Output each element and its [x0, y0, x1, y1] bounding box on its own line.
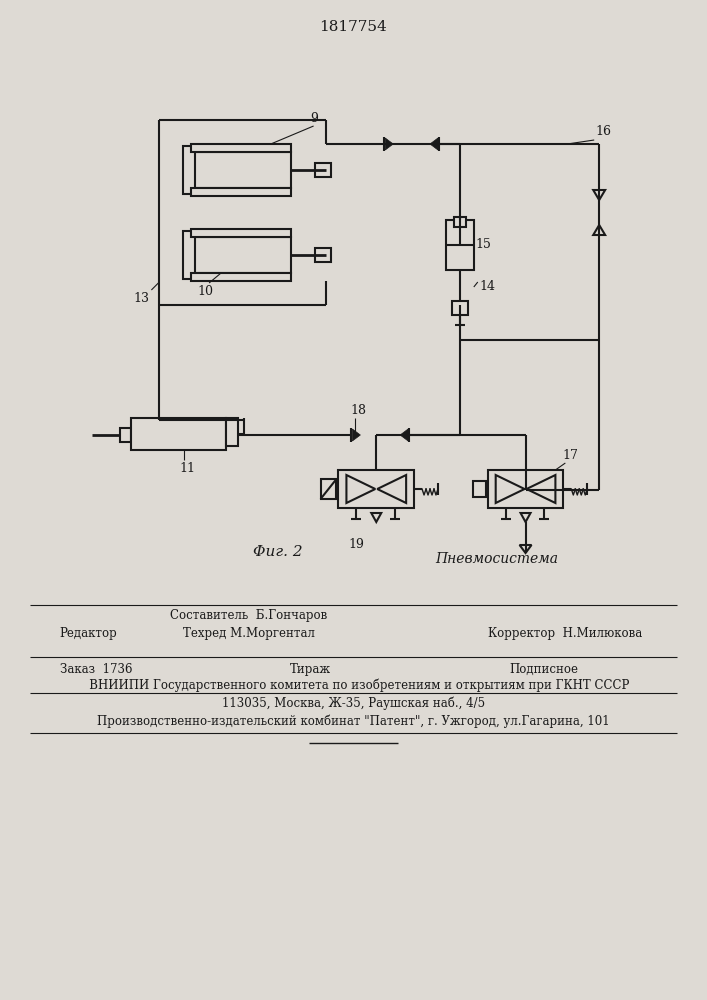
- Text: 11: 11: [180, 462, 195, 475]
- Text: 13: 13: [134, 292, 149, 305]
- Bar: [339, 470, 414, 508]
- Text: Корректор  Н.Милюкова: Корректор Н.Милюкова: [488, 627, 642, 640]
- Text: Заказ  1736: Заказ 1736: [60, 663, 132, 676]
- Text: 19: 19: [349, 538, 364, 551]
- Bar: [226, 418, 238, 446]
- Text: 9: 9: [310, 112, 318, 125]
- Bar: [191, 273, 291, 281]
- Text: Подписное: Подписное: [510, 663, 578, 676]
- Polygon shape: [593, 225, 605, 235]
- Bar: [193, 237, 291, 273]
- Text: ВНИИПИ Государственного комитета по изобретениям и открытиям при ГКНТ СССР: ВНИИПИ Государственного комитета по изоб…: [78, 679, 629, 692]
- Polygon shape: [378, 475, 406, 503]
- Text: Пневмосистема: Пневмосистема: [435, 552, 558, 566]
- Text: 15: 15: [476, 238, 491, 251]
- Text: 113035, Москва, Ж-35, Раушская наб., 4/5: 113035, Москва, Ж-35, Раушская наб., 4/5: [222, 696, 485, 710]
- Bar: [191, 188, 291, 196]
- Text: 1817754: 1817754: [320, 20, 387, 34]
- Bar: [191, 229, 291, 237]
- Text: 14: 14: [480, 280, 496, 293]
- Bar: [473, 481, 486, 497]
- Bar: [320, 479, 337, 499]
- Bar: [315, 248, 330, 262]
- Polygon shape: [520, 545, 532, 553]
- Bar: [119, 428, 132, 442]
- Bar: [183, 231, 195, 279]
- Polygon shape: [593, 190, 605, 200]
- Bar: [183, 146, 195, 194]
- Text: Тираж: Тираж: [290, 663, 331, 676]
- Text: 10: 10: [197, 285, 213, 298]
- Polygon shape: [346, 475, 375, 503]
- Text: Редактор: Редактор: [60, 627, 117, 640]
- Text: Составитель  Б.Гончаров: Составитель Б.Гончаров: [170, 609, 327, 622]
- Polygon shape: [400, 429, 408, 441]
- Polygon shape: [520, 513, 530, 522]
- Text: Производственно-издательский комбинат "Патент", г. Ужгород, ул.Гагарина, 101: Производственно-издательский комбинат "П…: [97, 715, 609, 728]
- Polygon shape: [371, 513, 381, 522]
- Bar: [315, 163, 330, 177]
- Text: 16: 16: [595, 125, 612, 138]
- Bar: [488, 470, 563, 508]
- Polygon shape: [527, 475, 556, 503]
- Text: 18: 18: [351, 404, 366, 417]
- Bar: [452, 301, 468, 315]
- Bar: [454, 217, 466, 227]
- Text: Техред М.Моргентал: Техред М.Моргентал: [183, 627, 315, 640]
- Bar: [446, 220, 474, 270]
- Bar: [132, 418, 226, 450]
- Bar: [191, 144, 291, 152]
- Text: 17: 17: [562, 449, 578, 462]
- Text: Φиг. 2: Φиг. 2: [253, 545, 303, 559]
- Bar: [193, 152, 291, 188]
- Polygon shape: [430, 138, 438, 150]
- Polygon shape: [385, 138, 393, 150]
- Polygon shape: [352, 429, 361, 441]
- Polygon shape: [496, 475, 525, 503]
